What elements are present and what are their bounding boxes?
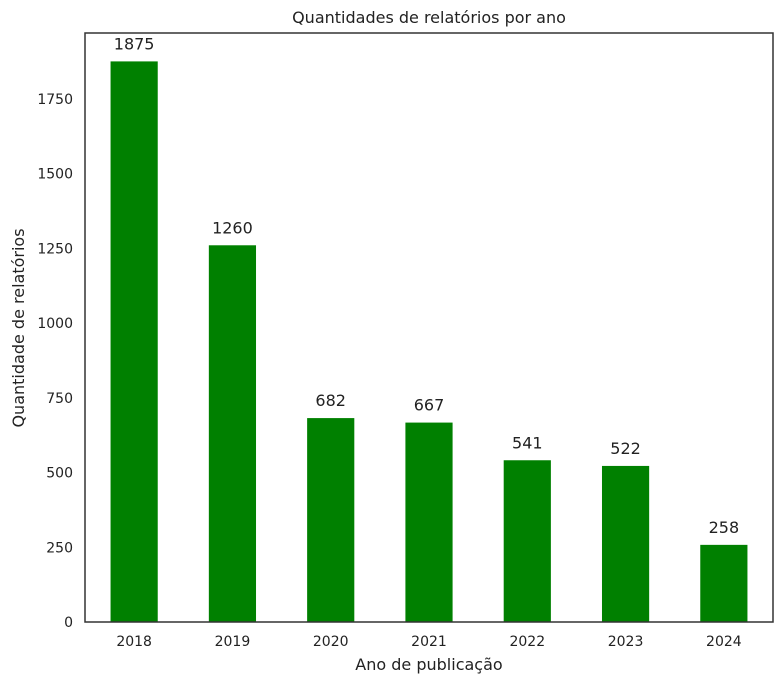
data-label-2018: 1875	[114, 34, 155, 53]
data-label-2020: 682	[315, 391, 346, 410]
y-tick-label-1000: 1000	[37, 316, 73, 332]
y-tick-label-1750: 1750	[37, 92, 73, 108]
y-tick-label-0: 0	[64, 615, 73, 631]
data-label-2024: 258	[709, 518, 740, 537]
x-tick-label-2019: 2019	[215, 634, 251, 650]
y-tick-label-1500: 1500	[37, 167, 73, 183]
data-label-2019: 1260	[212, 218, 253, 237]
bars-group	[110, 61, 748, 622]
x-tick-label-2024: 2024	[706, 634, 742, 650]
x-tick-label-2021: 2021	[411, 634, 447, 650]
x-tick-label-2020: 2020	[313, 634, 349, 650]
data-label-2021: 667	[414, 396, 445, 415]
bar-2022	[503, 460, 551, 622]
bar-2020	[307, 418, 355, 622]
y-tick-label-1250: 1250	[37, 241, 73, 257]
bar-2019	[208, 245, 257, 622]
chart-title: Quantidades de relatórios por ano	[292, 8, 566, 27]
data-label-2022: 541	[512, 433, 543, 452]
y-axis-ticks: 0 250 500 750 1000 1250 1500 1750	[37, 92, 73, 631]
x-tick-label-2018: 2018	[116, 634, 152, 650]
plot-frame	[84, 32, 774, 623]
y-tick-label-250: 250	[46, 540, 73, 556]
bar-2023	[601, 465, 650, 622]
data-label-2023: 522	[610, 439, 641, 458]
bar-2021	[405, 422, 453, 622]
x-tick-label-2023: 2023	[608, 634, 644, 650]
data-labels-group: 1875 1260 682 667 541 522 258	[114, 34, 739, 536]
bar-2024	[700, 544, 748, 622]
y-tick-label-750: 750	[46, 391, 73, 407]
y-tick-label-500: 500	[46, 466, 73, 482]
x-tick-label-2022: 2022	[509, 634, 545, 650]
bar-2018	[110, 61, 158, 622]
y-axis-label: Quantidade de relatórios	[9, 228, 28, 427]
x-axis-label: Ano de publicação	[355, 655, 502, 674]
x-axis-ticks: 2018 2019 2020 2021 2022 2023 2024	[116, 634, 741, 650]
